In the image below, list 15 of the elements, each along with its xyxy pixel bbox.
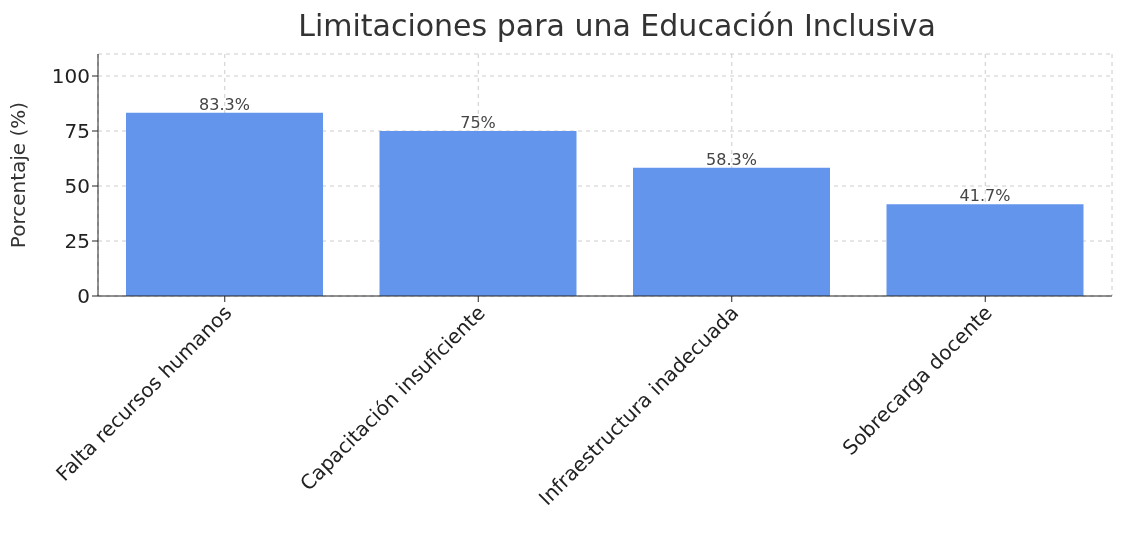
data-label: 83.3% xyxy=(199,94,250,114)
data-label: 75% xyxy=(460,113,496,132)
bar xyxy=(379,131,577,296)
y-tick-label: 25 xyxy=(64,229,90,254)
chart-title: Limitaciones para una Educación Inclusiva xyxy=(297,8,937,45)
y-tick-label: 100 xyxy=(51,64,90,89)
bar xyxy=(126,112,323,296)
y-axis-title: Porcentaje (%) xyxy=(6,101,31,249)
y-tick-label: 0 xyxy=(77,284,90,309)
data-label: 41.7% xyxy=(959,186,1011,206)
bar xyxy=(633,167,830,296)
bar xyxy=(886,204,1084,296)
y-tick-label: 75 xyxy=(64,119,90,144)
data-label: 58.3% xyxy=(706,149,757,169)
y-tick-label: 50 xyxy=(64,174,90,199)
